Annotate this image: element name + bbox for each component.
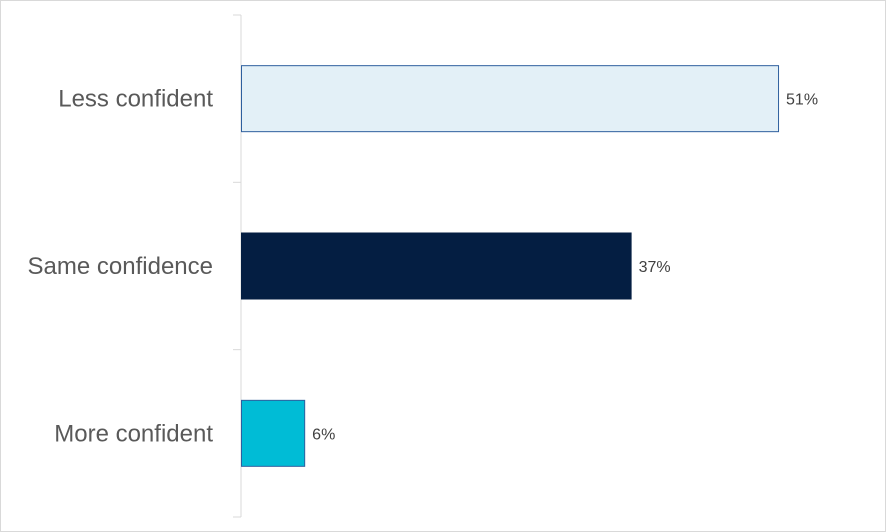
value-label: 51% [786,92,818,109]
bar-less-confident [241,65,780,133]
labels-layer: Less confident 51% Same confidence 37% More … [28,86,819,448]
category-label: Less confident [58,86,213,113]
bar-same-confidence [241,232,632,300]
value-label: 6% [312,426,335,443]
bar-more-confident [241,399,306,467]
axis-layer [233,14,242,518]
bars-layer [241,65,780,467]
category-label: Same confidence [28,253,213,280]
value-label: 37% [639,259,671,276]
category-label: More confident [54,420,213,447]
